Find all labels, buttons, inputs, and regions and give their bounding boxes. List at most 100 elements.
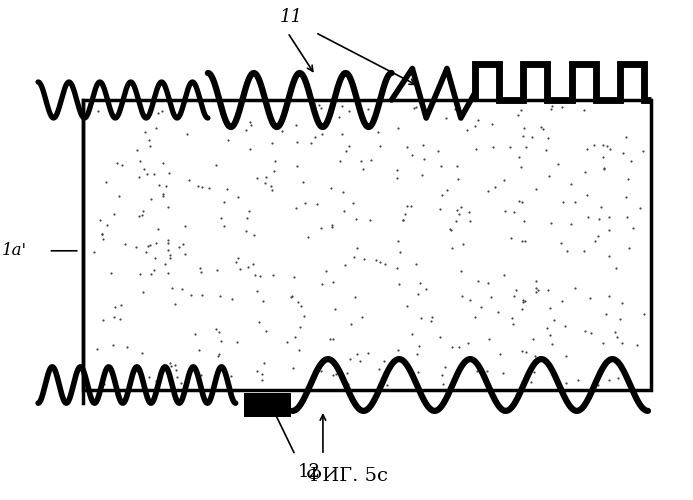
Point — [330, 304, 341, 312]
Point — [326, 222, 337, 230]
Point — [151, 124, 162, 132]
Point — [529, 352, 541, 360]
Point — [581, 144, 593, 152]
Point — [358, 164, 369, 172]
Point — [552, 160, 563, 168]
Point — [349, 252, 360, 260]
Point — [362, 105, 374, 113]
Point — [298, 312, 309, 320]
Point — [362, 348, 374, 356]
Point — [245, 118, 256, 126]
Point — [520, 298, 531, 306]
Point — [628, 224, 639, 232]
Point — [500, 208, 511, 216]
Point — [341, 146, 352, 154]
Point — [513, 112, 524, 120]
Point — [339, 261, 350, 269]
Point — [545, 304, 556, 312]
Point — [394, 248, 405, 256]
Point — [139, 128, 150, 136]
Point — [292, 298, 303, 306]
Point — [213, 350, 225, 358]
Point — [470, 313, 481, 321]
Point — [519, 238, 530, 246]
Point — [225, 372, 236, 380]
Point — [243, 207, 254, 215]
Point — [97, 316, 108, 324]
Point — [392, 124, 403, 132]
Point — [518, 217, 529, 225]
Point — [405, 202, 416, 209]
Point — [159, 260, 170, 268]
Point — [146, 195, 157, 203]
Point — [166, 284, 177, 292]
Point — [372, 128, 383, 136]
Point — [604, 145, 615, 153]
Point — [498, 369, 509, 377]
Point — [311, 200, 322, 207]
Point — [380, 260, 391, 268]
Point — [547, 102, 558, 110]
Point — [290, 332, 301, 340]
Point — [143, 136, 155, 144]
Point — [150, 377, 161, 385]
Point — [381, 380, 392, 388]
Point — [602, 142, 613, 150]
Point — [114, 315, 125, 323]
Point — [498, 271, 509, 279]
Point — [164, 168, 175, 176]
Point — [593, 232, 604, 240]
Point — [365, 216, 376, 224]
Point — [516, 348, 527, 356]
Point — [288, 274, 299, 281]
Point — [392, 346, 403, 354]
Point — [292, 162, 303, 170]
Point — [597, 339, 608, 347]
Point — [148, 266, 159, 274]
Point — [542, 324, 553, 332]
Point — [166, 362, 177, 370]
Point — [261, 173, 272, 181]
Point — [417, 171, 428, 179]
Point — [599, 164, 610, 172]
Point — [631, 341, 642, 349]
Point — [484, 335, 495, 343]
Point — [328, 278, 339, 286]
Point — [398, 216, 409, 224]
Point — [441, 186, 453, 194]
Point — [195, 264, 206, 272]
Point — [341, 370, 352, 378]
Point — [354, 358, 365, 366]
Point — [545, 332, 556, 340]
Point — [91, 346, 103, 354]
Point — [638, 310, 649, 318]
Point — [339, 207, 350, 215]
Point — [292, 138, 303, 146]
Point — [445, 226, 456, 234]
Point — [471, 366, 482, 374]
Point — [295, 323, 306, 331]
Point — [597, 140, 608, 148]
Point — [157, 159, 168, 167]
Point — [487, 120, 498, 128]
Point — [526, 133, 537, 141]
Point — [230, 258, 241, 266]
Point — [382, 371, 393, 379]
Point — [527, 336, 538, 344]
Point — [452, 368, 463, 376]
Point — [604, 376, 615, 384]
Point — [105, 270, 116, 278]
Point — [530, 276, 541, 284]
Point — [635, 204, 646, 212]
Point — [570, 284, 581, 292]
Point — [109, 314, 120, 322]
Point — [288, 364, 299, 372]
Point — [616, 339, 627, 347]
Text: 11: 11 — [279, 8, 303, 26]
Point — [152, 226, 163, 234]
Point — [446, 342, 457, 350]
Point — [392, 166, 403, 174]
Point — [638, 147, 649, 155]
Point — [152, 376, 164, 384]
Point — [92, 107, 103, 115]
